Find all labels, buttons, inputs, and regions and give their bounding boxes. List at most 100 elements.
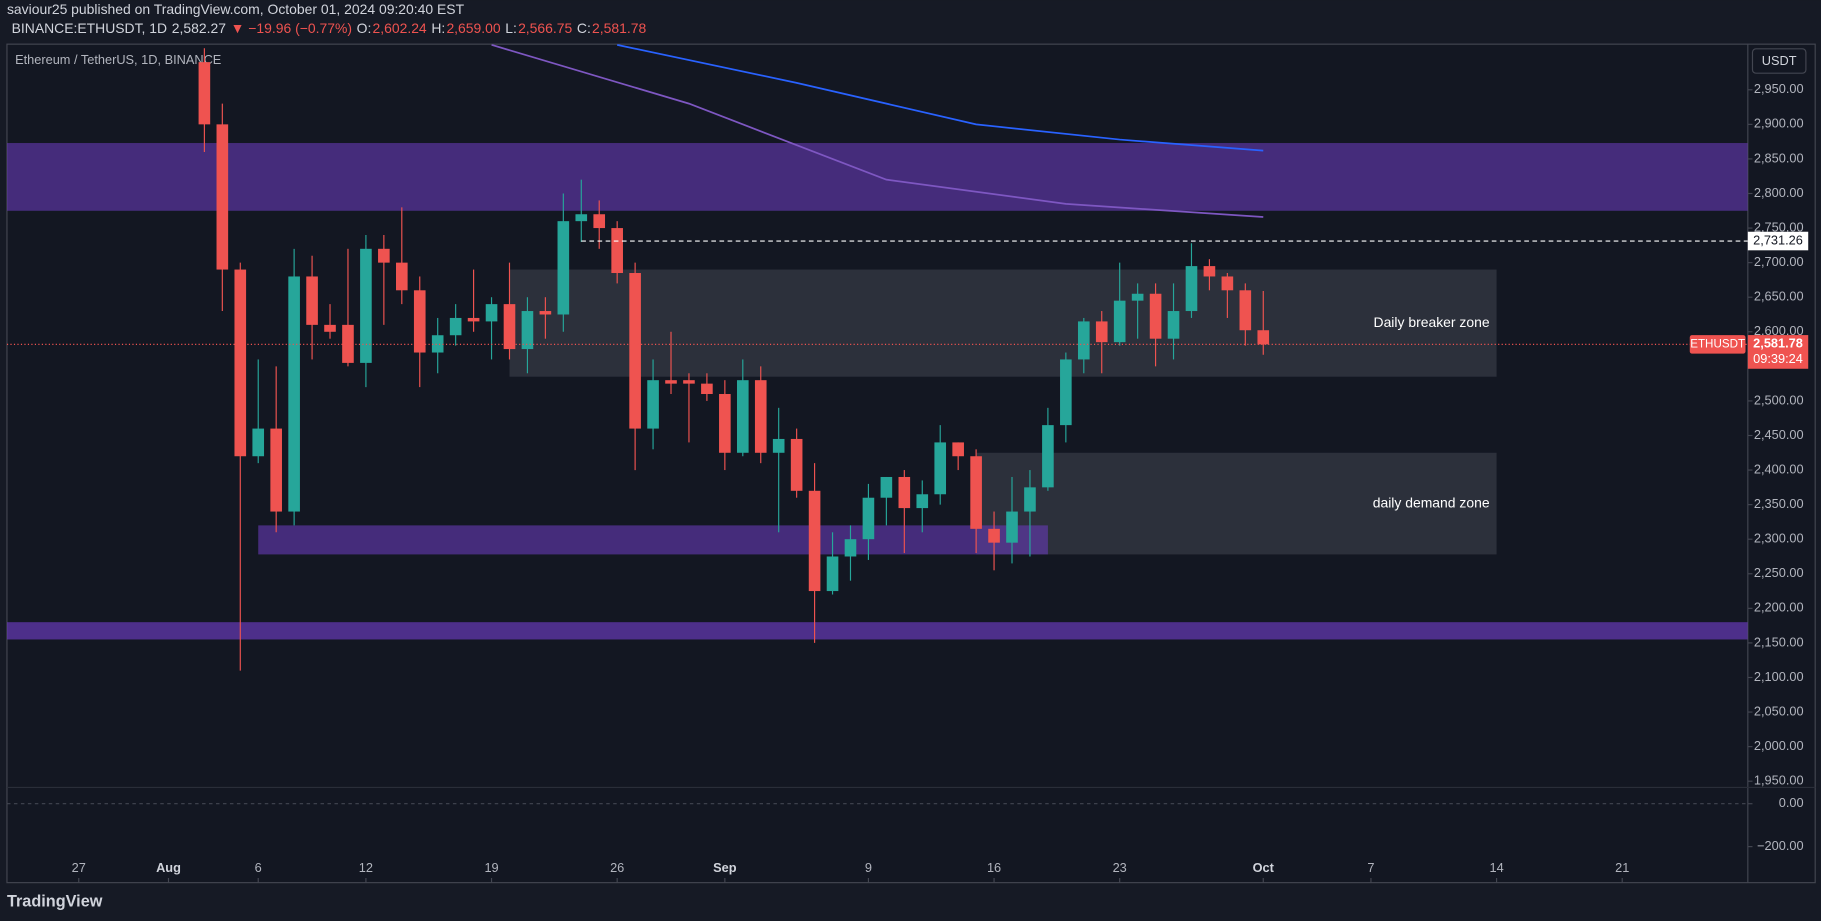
ohlc-value: 2,566.75 [518, 20, 572, 36]
y-tick-label: 2,900.00 [1754, 116, 1804, 131]
price-pane: Daily breaker zone daily demand zone [6, 44, 1748, 671]
ohlc-label: H: [431, 20, 445, 36]
moving-average [491, 44, 1264, 218]
y-tick-label: 2,850.00 [1754, 150, 1804, 165]
candle-body [575, 214, 588, 222]
candle-body [1203, 266, 1216, 277]
candle-body [288, 276, 300, 512]
symbol-label: ETHUSDT [1690, 337, 1745, 350]
ohlc-value: 2,659.00 [446, 20, 500, 36]
candle-body [719, 394, 731, 453]
candle-body [503, 304, 516, 350]
brand: TradingView [7, 893, 103, 911]
candle-body [1006, 511, 1018, 543]
y-tick-label: 2,950.00 [1754, 81, 1804, 96]
zone-label: daily demand zone [1373, 494, 1490, 510]
countdown-label: 09:39:24 [1753, 351, 1803, 366]
candle-body [952, 442, 964, 457]
x-tick-label: 26 [610, 860, 624, 875]
x-tick-label: 16 [987, 860, 1001, 875]
candle-body [485, 304, 498, 322]
y-tick-label: 2,300.00 [1754, 531, 1804, 546]
macd-tick-label: −200.00 [1757, 838, 1804, 853]
x-tick-label: 21 [1615, 860, 1629, 875]
zone [258, 525, 1048, 555]
price-change: ▼ −19.96 (−0.77%) [231, 20, 352, 36]
candle-body [736, 380, 749, 453]
x-tick-label: Aug [156, 860, 181, 875]
candle-body [539, 311, 552, 315]
y-tick-label: 1,950.00 [1754, 773, 1804, 788]
y-tick-label: 2,650.00 [1754, 289, 1804, 304]
y-tick-label: 2,750.00 [1754, 219, 1804, 234]
symbol: BINANCE:ETHUSDT, 1D [12, 20, 168, 36]
candle-body [324, 324, 336, 332]
y-tick-label: 2,250.00 [1754, 565, 1804, 580]
candle-body [772, 438, 785, 453]
currency-button[interactable] [1751, 48, 1807, 74]
candle-body [413, 290, 426, 353]
candle-body [360, 248, 372, 363]
zone [509, 269, 1497, 377]
candle-body [916, 494, 929, 509]
y-tick-label: 2,500.00 [1754, 392, 1804, 407]
candle-body [808, 490, 821, 592]
candle-body [378, 248, 390, 263]
y-tick-label: 2,050.00 [1754, 703, 1804, 718]
candle-body [198, 62, 211, 125]
candle-body [342, 324, 354, 363]
candle-body [1077, 321, 1090, 360]
candle-body [1167, 311, 1180, 339]
candle-body [1024, 487, 1036, 512]
candle-body [467, 317, 480, 322]
symbol-header: BINANCE:ETHUSDT, 1D 2,582.27 ▼ −19.96 (−0.… [12, 20, 647, 36]
candle-body [1185, 266, 1198, 312]
price-label: 2,581.78 [1753, 336, 1803, 351]
candle-body [252, 428, 265, 457]
y-tick-label: 2,700.00 [1754, 254, 1804, 269]
y-tick-label: 2,450.00 [1754, 427, 1804, 442]
x-tick-label: Oct [1253, 860, 1275, 875]
x-tick-label: 6 [255, 860, 262, 875]
candle-body [1221, 276, 1234, 291]
candle-body [521, 311, 534, 350]
ohlc-value: 2,602.24 [372, 20, 426, 36]
candle-body [880, 476, 893, 498]
y-tick-label: 2,100.00 [1754, 669, 1804, 684]
x-tick-label: 19 [484, 860, 498, 875]
candle-body [629, 273, 641, 429]
x-tick-label: 14 [1489, 860, 1503, 875]
candle-body [234, 269, 247, 457]
candle-body [754, 380, 767, 453]
candle-body [449, 317, 462, 336]
zone [976, 452, 1497, 555]
y-tick-label: 2,400.00 [1754, 461, 1804, 476]
last-price: 2,582.27 [172, 20, 226, 36]
y-tick-label: 2,200.00 [1754, 600, 1804, 615]
chart-title: Ethereum / TetherUS, 1D, BINANCE [15, 52, 221, 67]
y-tick-label: 2,800.00 [1754, 185, 1804, 200]
ohlc-label: L: [505, 20, 517, 36]
candle-body [1239, 290, 1252, 331]
x-tick-label: 9 [865, 860, 872, 875]
currency-label[interactable]: USDT [1762, 53, 1797, 68]
candle-body [898, 476, 911, 509]
x-tick-label: 23 [1113, 860, 1127, 875]
price-box [1747, 335, 1809, 369]
candle-body [665, 380, 677, 384]
candle-body [647, 380, 659, 429]
candle-body [216, 124, 229, 270]
candle-body [270, 428, 282, 512]
candle-body [826, 556, 839, 592]
candle-body [970, 456, 982, 529]
moving-average [616, 44, 1264, 152]
candle-body [844, 539, 857, 557]
candle-body [306, 276, 318, 325]
ohlc-label: C: [577, 20, 591, 36]
candle-body [988, 528, 1000, 543]
symbol-box [1689, 335, 1746, 354]
candle-body [1131, 293, 1144, 301]
candle-body [431, 335, 444, 353]
